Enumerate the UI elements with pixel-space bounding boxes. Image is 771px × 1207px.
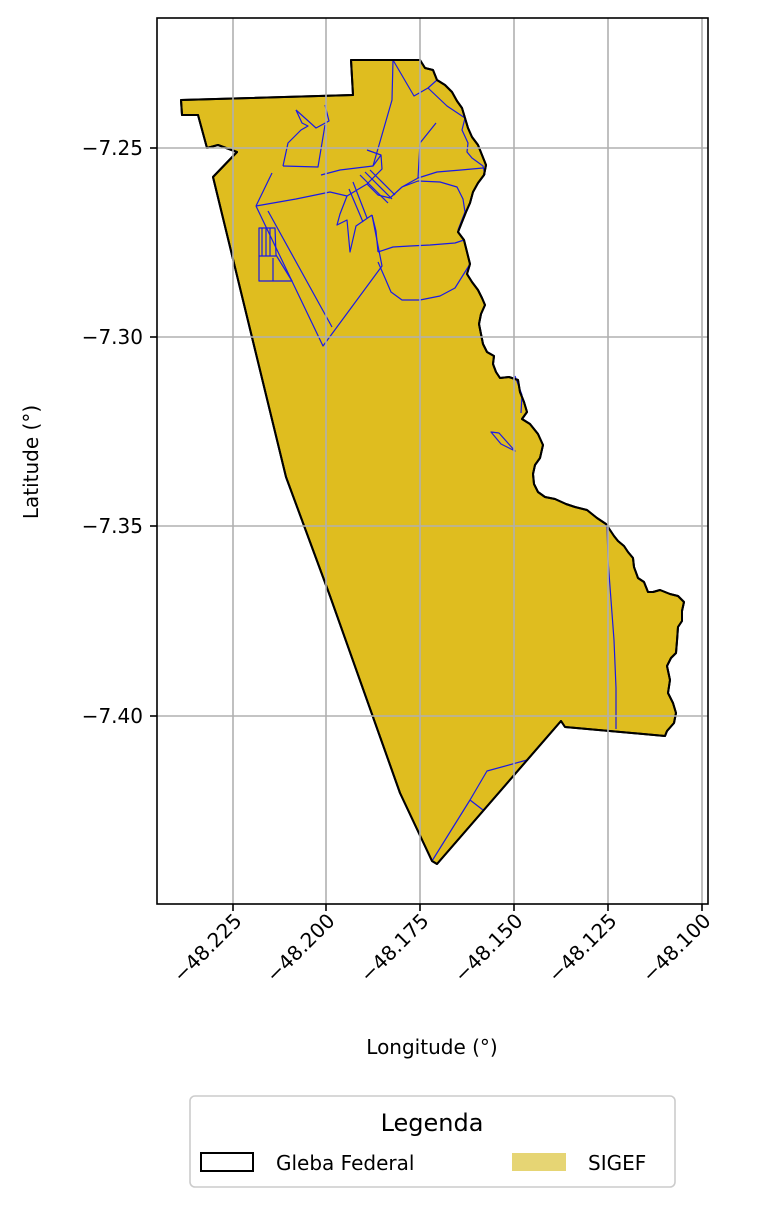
parcel-line (352, 181, 368, 219)
parcel-line (366, 180, 466, 231)
y-tick-label: −7.35 (82, 514, 143, 538)
y-axis-label: Latitude (°) (19, 405, 43, 519)
x-tick-label: −48.200 (261, 909, 339, 987)
legend-label-sigef: SIGEF (588, 1151, 646, 1175)
parcel-line (364, 171, 393, 200)
x-tick-label: −48.125 (543, 909, 621, 987)
parcel-line (295, 104, 330, 129)
grid-lines (157, 18, 708, 904)
x-tick-label: −48.225 (168, 909, 246, 987)
axes-frame (156, 17, 709, 905)
tick-marks (150, 147, 703, 911)
parcel-line (282, 124, 326, 168)
parcel-line (392, 59, 438, 97)
parcel-line (267, 210, 333, 328)
parcel-line (401, 167, 484, 188)
legend-title: Legenda (381, 1109, 484, 1137)
x-tick-label: −48.150 (449, 909, 527, 987)
parcel-line (371, 214, 379, 253)
parcel-line (359, 174, 389, 204)
x-tick-label: −48.100 (637, 909, 715, 987)
parcel-line (490, 431, 516, 452)
parcel-line (348, 188, 364, 223)
parcel-line (372, 154, 382, 167)
legend-swatch-gleba-federal (200, 1152, 254, 1172)
y-tick-label: −7.40 (82, 704, 143, 728)
legend-label-gleba-federal: Gleba Federal (276, 1151, 414, 1175)
x-tick-label: −48.175 (355, 909, 433, 987)
parcel-line (369, 169, 396, 196)
y-tick-label: −7.30 (82, 325, 143, 349)
parcel-line (255, 149, 383, 207)
legend-swatch-sigef (512, 1153, 566, 1171)
parcel-line (255, 172, 273, 207)
parcel-line (282, 109, 309, 167)
parcel-line (336, 195, 373, 253)
legend: Legenda Gleba Federal SIGEF (189, 1095, 676, 1188)
parcel-line (258, 227, 293, 282)
y-tick-label: −7.25 (82, 136, 143, 160)
parcel-line (427, 87, 486, 176)
parcel-line (431, 759, 528, 862)
gleba-federal-outline (180, 59, 685, 865)
parcel-line (469, 799, 484, 811)
x-axis-label: Longitude (°) (366, 1035, 497, 1059)
